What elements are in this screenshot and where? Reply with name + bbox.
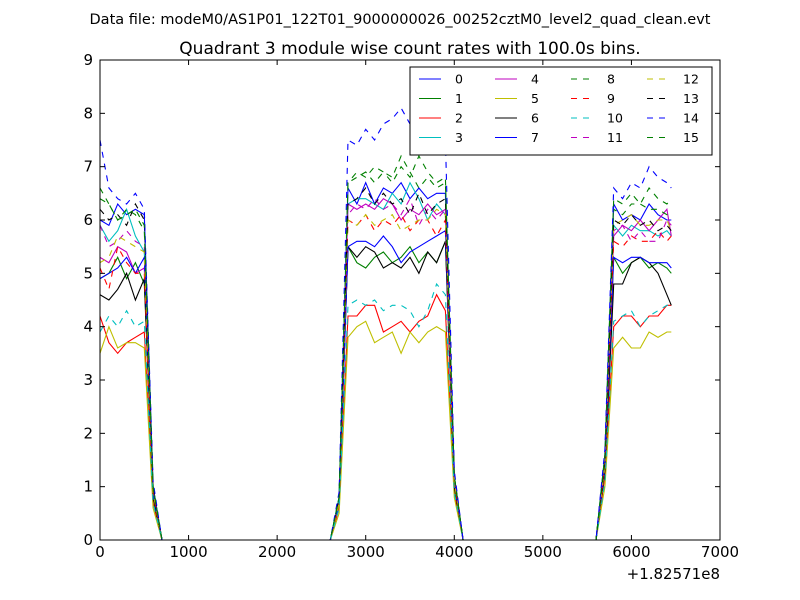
series-line-3 (100, 181, 672, 540)
plot-frame (99, 59, 721, 541)
y-tick-label: 2 (83, 424, 93, 442)
series-line-2 (100, 293, 672, 540)
x-tick-label: 6000 (612, 543, 650, 561)
legend-label-3: 3 (455, 130, 463, 145)
legend-label-6: 6 (531, 111, 539, 126)
x-tick-label: 2000 (258, 543, 296, 561)
y-tick-label: 4 (83, 318, 93, 336)
y-tick-label: 7 (83, 158, 93, 176)
legend-label-2: 2 (455, 111, 463, 126)
chart-title: Quadrant 3 module wise count rates with … (179, 39, 640, 59)
series-line-7 (100, 229, 672, 540)
series-layer (100, 107, 672, 540)
legend-label-8: 8 (607, 72, 615, 87)
legend-label-13: 13 (683, 91, 699, 106)
series-line-5 (100, 320, 672, 540)
y-tick-label: 8 (83, 104, 93, 122)
legend-label-12: 12 (683, 72, 699, 87)
x-offset-label: +1.82571e8 (627, 565, 720, 583)
x-tick-label: 0 (95, 543, 105, 561)
series-line-10 (100, 282, 672, 540)
series-line-4 (100, 197, 672, 540)
legend-label-11: 11 (607, 130, 623, 145)
series-line-14 (100, 107, 672, 540)
x-tick-label: 5000 (524, 543, 562, 561)
legend-box (409, 66, 713, 156)
x-tick-label: 7000 (701, 543, 739, 561)
y-tick-label: 5 (83, 264, 93, 282)
x-tick-label: 4000 (435, 543, 473, 561)
series-line-13 (100, 187, 672, 540)
legend-label-7: 7 (531, 130, 539, 145)
series-line-11 (100, 197, 672, 540)
x-tick-label: 1000 (169, 543, 207, 561)
legend-label-5: 5 (531, 91, 539, 106)
series-line-1 (100, 241, 672, 540)
legend-label-4: 4 (531, 72, 539, 87)
legend-label-14: 14 (683, 111, 699, 126)
series-line-8 (100, 154, 672, 540)
legend-label-9: 9 (607, 91, 615, 106)
y-tick-label: 9 (83, 51, 93, 69)
y-tick-label: 6 (83, 211, 93, 229)
chart-suptitle: Data file: modeM0/AS1P01_122T01_90000000… (90, 12, 711, 28)
series-line-0 (100, 181, 672, 540)
legend-label-15: 15 (683, 130, 699, 145)
x-tick-label: 3000 (347, 543, 385, 561)
y-tick-label: 3 (83, 371, 93, 389)
y-tick-label: 1 (83, 478, 93, 496)
legend-label-1: 1 (455, 91, 463, 106)
series-line-15 (100, 154, 672, 540)
y-tick-label: 0 (83, 531, 93, 549)
series-line-6 (100, 241, 672, 540)
legend-label-10: 10 (607, 111, 623, 126)
legend-label-0: 0 (455, 72, 463, 87)
series-line-12 (100, 208, 672, 540)
series-line-9 (100, 213, 672, 540)
